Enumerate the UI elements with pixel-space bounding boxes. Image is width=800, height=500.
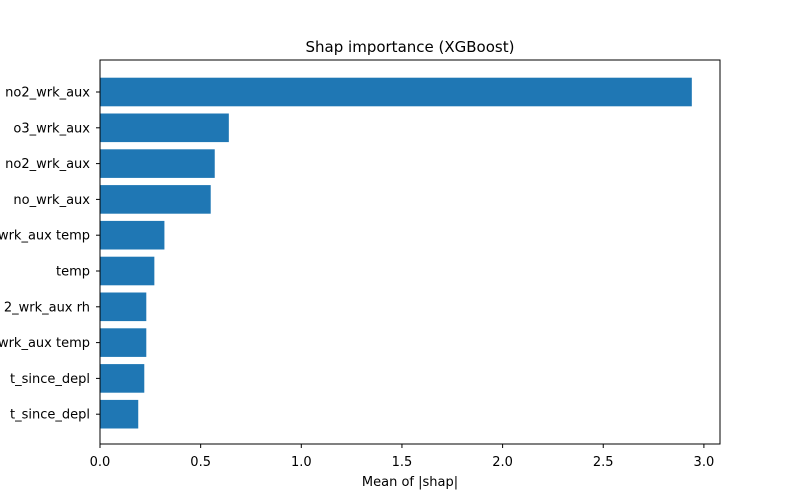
x-tick-label: 2.5 [593, 455, 614, 470]
x-tick-label: 1.0 [291, 455, 312, 470]
chart-title: Shap importance (XGBoost) [306, 38, 515, 56]
x-tick-label: 0.5 [190, 455, 211, 470]
x-tick-label: 2.0 [492, 455, 513, 470]
y-tick-label: temp [56, 265, 90, 280]
x-tick-label: 1.5 [392, 455, 413, 470]
y-tick-label: no_wrk_aux [13, 193, 90, 208]
x-tick-label: 3.0 [694, 455, 715, 470]
bar [100, 77, 692, 107]
bars-group [100, 77, 692, 429]
bar [100, 399, 139, 429]
bar [100, 364, 145, 393]
x-tick-label: 0.0 [90, 455, 111, 470]
bar [100, 185, 211, 214]
y-tick-label: t_since_depl [10, 408, 90, 423]
bar [100, 220, 165, 250]
bar [100, 149, 215, 178]
bar [100, 113, 229, 143]
bar [100, 328, 147, 357]
y-tick-label: o3_wrk_aux [13, 121, 90, 136]
x-axis-label: Mean of |shap| [362, 475, 458, 490]
y-tick-label: no2_wrk_aux [5, 86, 90, 101]
x-axis-ticks: 0.0 0.5 1.0 1.5 2.0 2.5 3.0 [90, 444, 715, 470]
y-tick-label: no2_wrk_aux [5, 157, 90, 172]
plot-frame [99, 59, 721, 445]
y-tick-label: t_since_depl [10, 372, 90, 387]
y-tick-label: wrk_aux temp [0, 336, 90, 351]
y-tick-label: 2_wrk_aux rh [4, 300, 90, 315]
bar [100, 292, 147, 322]
bar [100, 256, 155, 286]
y-axis-ticks: no2_wrk_aux o3_wrk_aux no2_wrk_aux no_wrk_a… [0, 86, 100, 423]
y-tick-label: wrk_aux temp [0, 229, 90, 244]
